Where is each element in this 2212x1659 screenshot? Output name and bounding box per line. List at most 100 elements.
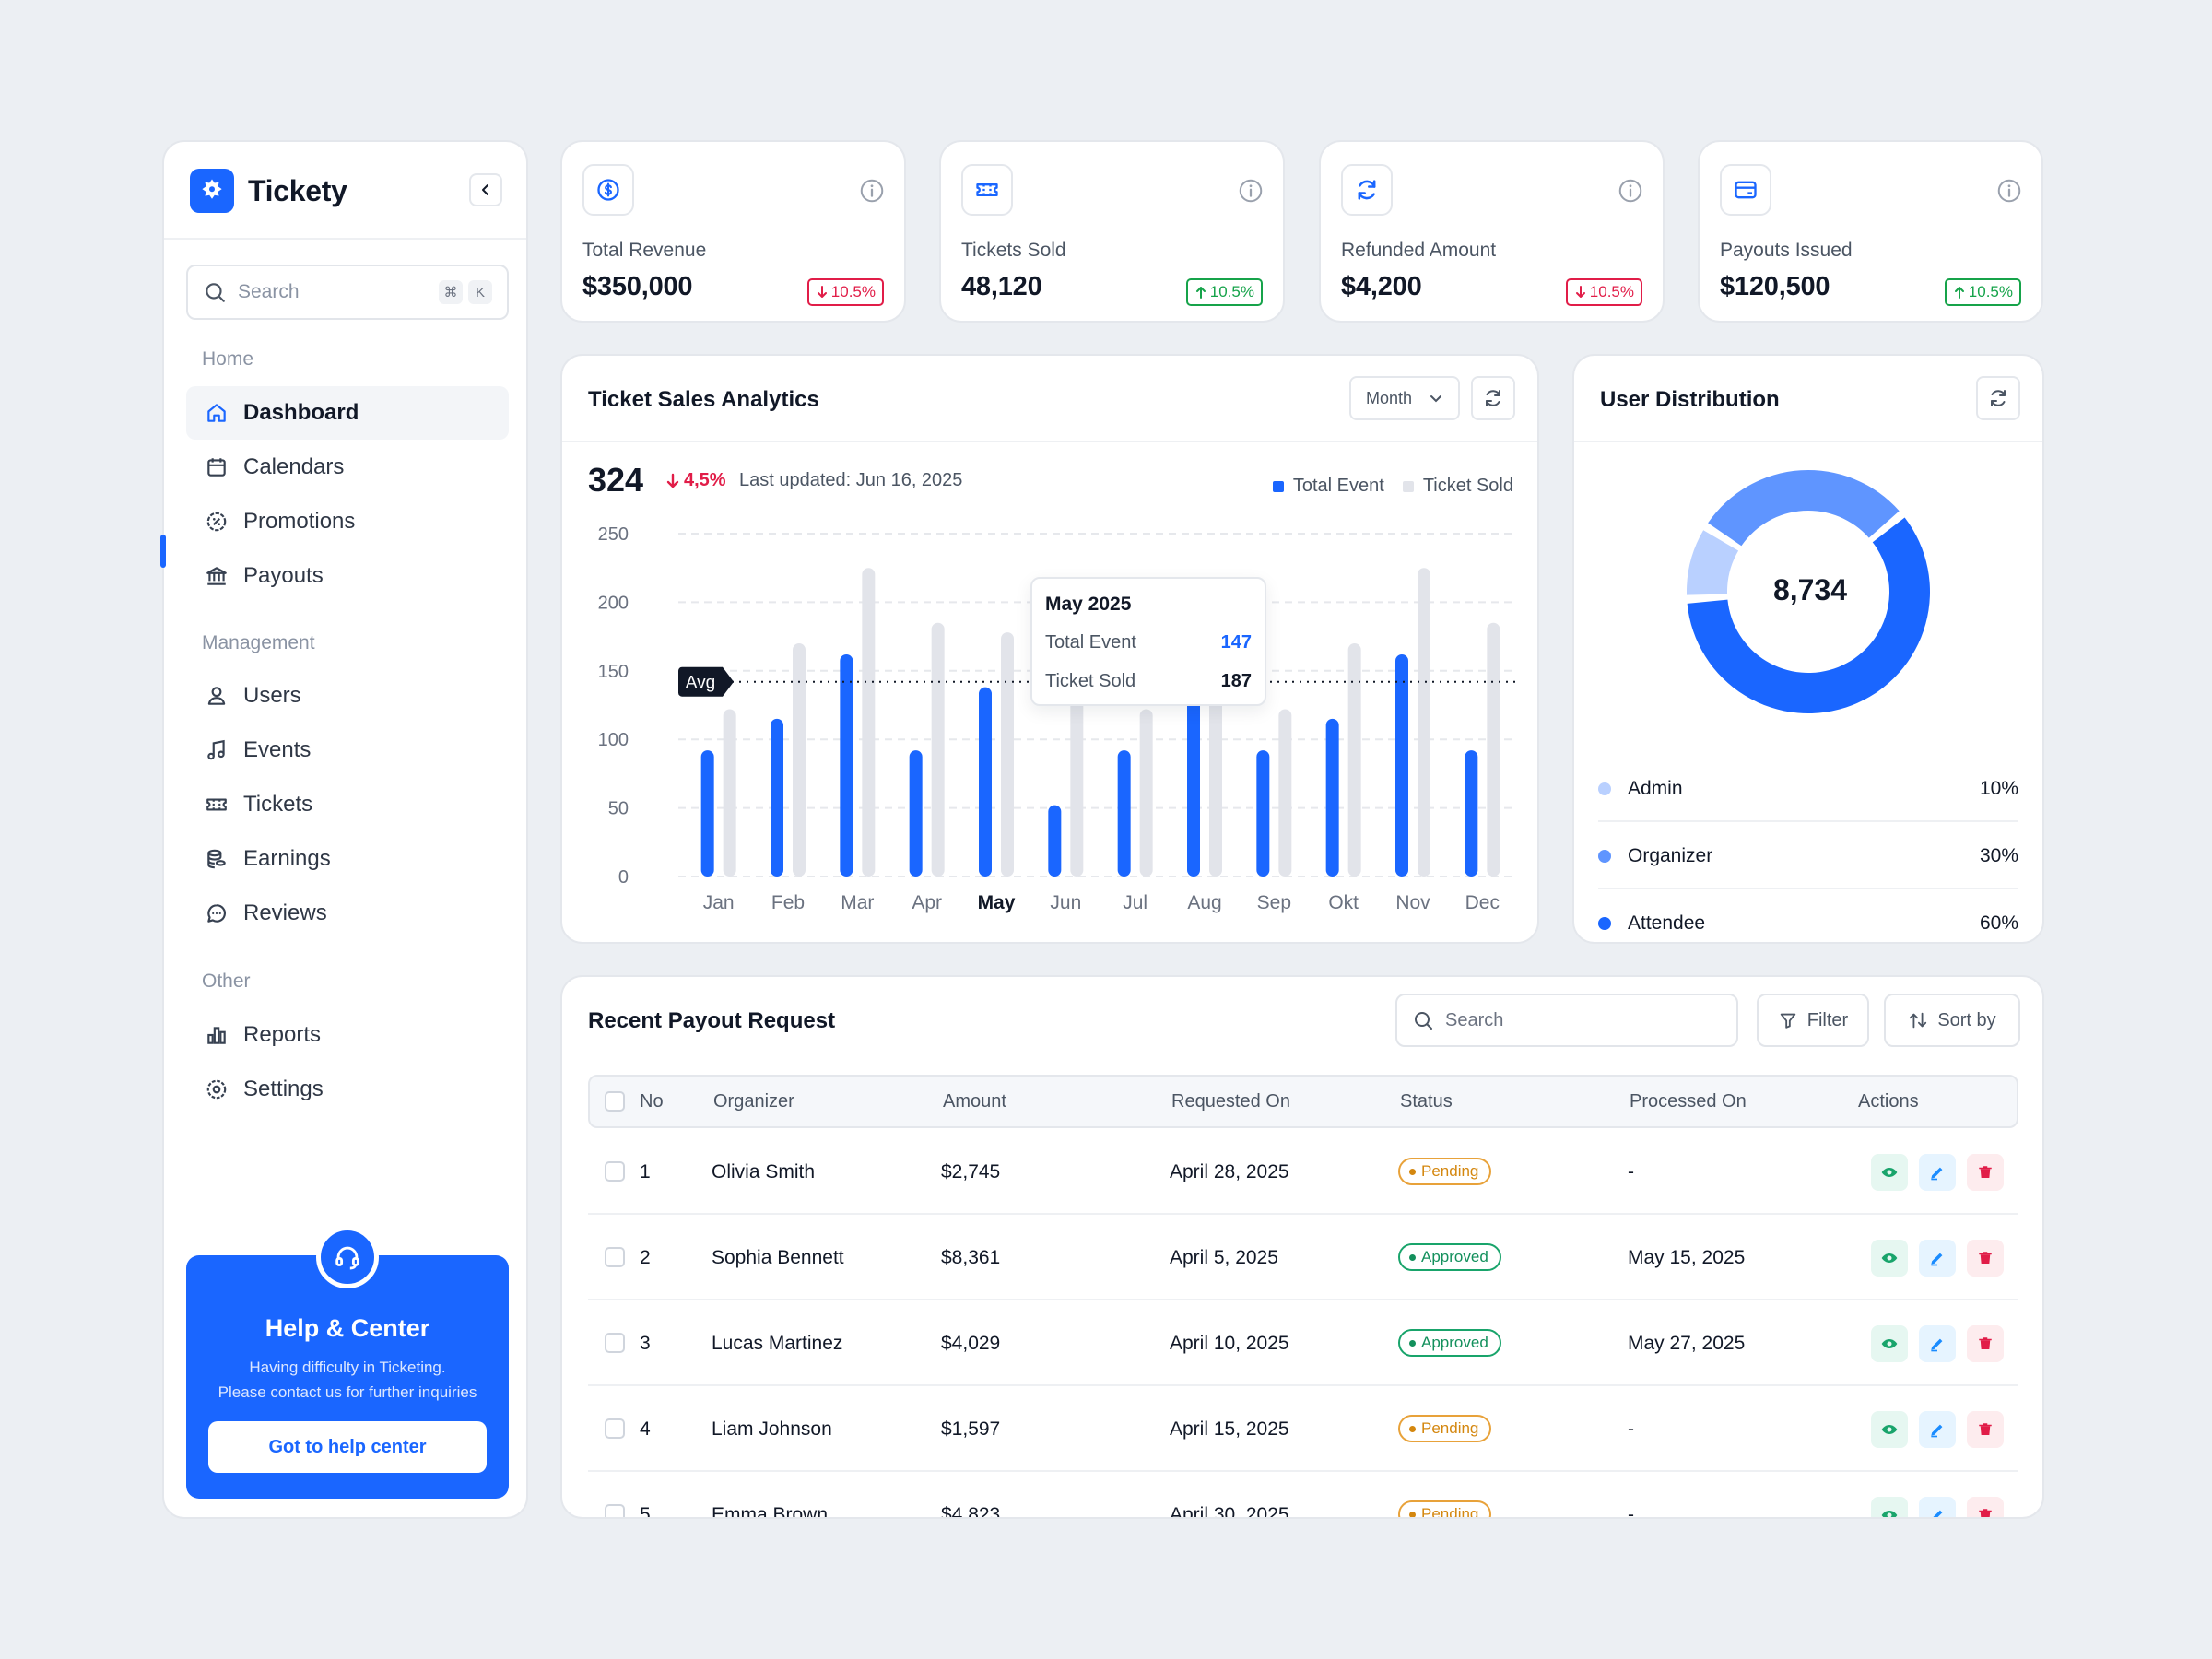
trash-icon	[1979, 1337, 1992, 1349]
sidebar-item-earnings[interactable]: Earnings	[186, 832, 509, 886]
bar-total-event[interactable]	[1395, 653, 1408, 877]
column-header-no[interactable]: No	[640, 1091, 664, 1112]
bar-ticket-sold[interactable]	[1347, 643, 1361, 877]
shortcut-key-k: K	[468, 280, 492, 304]
sidebar-item-tickets[interactable]: Tickets	[186, 778, 509, 831]
help-center-button[interactable]: Got to help center	[208, 1421, 487, 1473]
bar-ticket-sold[interactable]	[862, 568, 876, 877]
row-checkbox[interactable]	[605, 1418, 625, 1439]
stat-value: $4,200	[1341, 272, 1422, 301]
table-row[interactable]: 1 Olivia Smith $2,745 April 28, 2025 Pending…	[588, 1130, 2018, 1215]
bar-total-event[interactable]	[909, 750, 923, 877]
average-tag	[678, 666, 734, 697]
sidebar-search-input[interactable]: Search ⌘ K	[186, 265, 509, 320]
analytics-refresh-button[interactable]	[1471, 376, 1515, 420]
sidebar-item-payouts[interactable]: Payouts	[186, 549, 509, 603]
bar-total-event[interactable]	[1048, 805, 1062, 877]
chevron-left-icon	[482, 184, 488, 195]
edit-button[interactable]	[1919, 1411, 1956, 1448]
delete-button[interactable]	[1967, 1325, 2004, 1362]
period-select[interactable]: Month	[1349, 376, 1460, 420]
info-icon[interactable]	[1995, 177, 2023, 205]
info-icon[interactable]	[1237, 177, 1265, 205]
filter-button[interactable]: Filter	[1757, 994, 1869, 1047]
column-header-status[interactable]: Status	[1400, 1091, 1453, 1112]
delete-button[interactable]	[1967, 1154, 2004, 1191]
sidebar-item-reviews[interactable]: Reviews	[186, 887, 509, 940]
home-icon	[207, 404, 226, 422]
stat-change-badge: 10.5%	[1185, 278, 1263, 306]
table-row[interactable]: 4 Liam Johnson $1,597 April 15, 2025 Pending…	[588, 1387, 2018, 1472]
donut-slice-admin[interactable]	[1687, 530, 1739, 595]
sidebar-item-settings[interactable]: Settings	[186, 1063, 509, 1116]
info-icon[interactable]	[858, 177, 886, 205]
view-button[interactable]	[1871, 1497, 1908, 1517]
bar-ticket-sold[interactable]	[1418, 568, 1430, 877]
bar-ticket-sold[interactable]	[931, 622, 945, 877]
row-checkbox[interactable]	[605, 1247, 625, 1267]
row-checkbox[interactable]	[605, 1504, 625, 1517]
donut-slice-attendee[interactable]	[1687, 517, 1930, 713]
sort-button[interactable]: Sort by	[1884, 994, 2020, 1047]
sidebar-item-reports[interactable]: Reports	[186, 1008, 509, 1062]
bar-ticket-sold[interactable]	[1070, 695, 1084, 877]
edit-button[interactable]	[1919, 1240, 1956, 1277]
bar-total-event[interactable]	[1256, 750, 1270, 877]
bar-ticket-sold[interactable]	[793, 643, 806, 877]
delete-button[interactable]	[1967, 1497, 2004, 1517]
bar-ticket-sold[interactable]	[1139, 709, 1153, 877]
view-button[interactable]	[1871, 1240, 1908, 1277]
column-header-processed-on[interactable]: Processed On	[1630, 1091, 1747, 1112]
column-header-amount[interactable]: Amount	[943, 1091, 1006, 1112]
sidebar-item-calendars[interactable]: Calendars	[186, 441, 509, 494]
bar-total-event[interactable]	[840, 653, 853, 877]
bar-total-event[interactable]	[1117, 750, 1131, 877]
table-row[interactable]: 2 Sophia Bennett $8,361 April 5, 2025 Approv…	[588, 1216, 2018, 1300]
brand[interactable]: Tickety	[190, 169, 347, 213]
sidebar-item-label: Calendars	[243, 454, 345, 479]
sidebar-item-promotions[interactable]: Promotions	[186, 495, 509, 548]
collapse-sidebar-button[interactable]	[469, 173, 502, 206]
info-icon[interactable]	[1617, 177, 1644, 205]
bar-ticket-sold[interactable]	[723, 709, 736, 877]
headset-icon	[316, 1226, 379, 1288]
stat-label: Refunded Amount	[1341, 240, 1497, 261]
sidebar-item-users[interactable]: Users	[186, 669, 509, 723]
column-header-organizer[interactable]: Organizer	[713, 1091, 794, 1112]
edit-button[interactable]	[1919, 1325, 1956, 1362]
bar-total-event[interactable]	[1187, 687, 1200, 877]
stat-card: Refunded Amount $4,200 10.5%	[1319, 140, 1665, 323]
eye-icon	[1881, 1425, 1898, 1434]
payouts-search-input[interactable]: Search	[1395, 994, 1738, 1047]
column-header-requested-on[interactable]: Requested On	[1171, 1091, 1290, 1112]
delete-button[interactable]	[1967, 1411, 2004, 1448]
donut-slice-organizer[interactable]	[1708, 469, 1900, 547]
bar-ticket-sold[interactable]	[1487, 622, 1500, 877]
distribution-refresh-button[interactable]	[1976, 376, 2020, 420]
help-center-title: Help & Center	[265, 1314, 430, 1342]
legend-item-total-event: Total Event	[1272, 476, 1384, 497]
view-button[interactable]	[1871, 1154, 1908, 1191]
sidebar-item-events[interactable]: Events	[186, 724, 509, 777]
delete-button[interactable]	[1967, 1240, 2004, 1277]
bar-total-event[interactable]	[1325, 718, 1339, 877]
sidebar-item-dashboard[interactable]: Dashboard	[186, 386, 509, 440]
bar-total-event[interactable]	[700, 750, 714, 877]
select-all-checkbox[interactable]	[605, 1091, 625, 1112]
view-button[interactable]	[1871, 1325, 1908, 1362]
bar-total-event[interactable]	[979, 687, 992, 877]
analytics-delta-value: 4,5%	[684, 470, 726, 490]
ticket-icon	[206, 798, 227, 811]
row-checkbox[interactable]	[605, 1333, 625, 1353]
view-button[interactable]	[1871, 1411, 1908, 1448]
edit-button[interactable]	[1919, 1154, 1956, 1191]
table-row[interactable]: 5 Emma Brown $4,823 April 30, 2025 Pending -	[588, 1473, 2018, 1517]
table-row[interactable]: 3 Lucas Martinez $4,029 April 10, 2025 Appro…	[588, 1301, 2018, 1386]
bar-total-event[interactable]	[771, 718, 783, 877]
bar-ticket-sold[interactable]	[1001, 632, 1014, 877]
bar-ticket-sold[interactable]	[1278, 709, 1292, 877]
bar-total-event[interactable]	[1465, 750, 1478, 877]
gear-icon	[206, 1079, 227, 1100]
edit-button[interactable]	[1919, 1497, 1956, 1517]
row-checkbox[interactable]	[605, 1161, 625, 1182]
